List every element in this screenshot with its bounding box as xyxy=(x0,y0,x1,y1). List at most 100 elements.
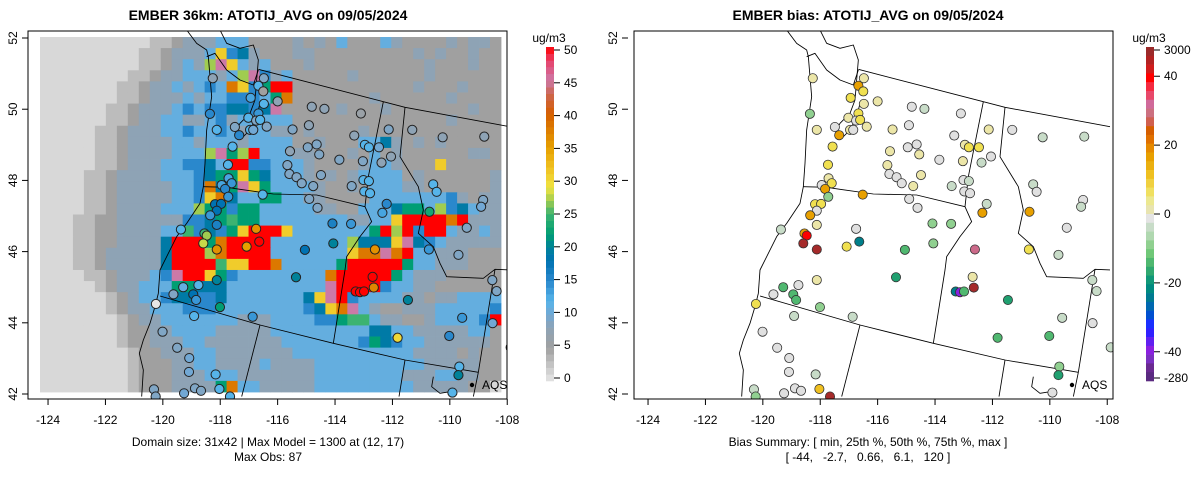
grid-cell xyxy=(435,70,447,82)
colorbar-bin xyxy=(546,67,554,75)
grid-cell xyxy=(171,369,184,382)
grid-cell xyxy=(116,114,129,127)
colorbar-bin xyxy=(1146,301,1154,311)
grid-cell xyxy=(314,314,326,326)
grid-cell xyxy=(490,59,502,71)
station-marker xyxy=(845,92,856,103)
grid-cell xyxy=(61,203,74,215)
grid-cell xyxy=(40,125,52,138)
grid-cell xyxy=(83,114,96,127)
grid-cell xyxy=(215,281,227,293)
grid-cell xyxy=(94,292,107,304)
station-marker xyxy=(377,207,388,218)
grid-cell xyxy=(369,159,381,171)
grid-cell xyxy=(127,81,140,93)
grid-cell xyxy=(83,225,96,238)
grid-cell xyxy=(226,258,238,271)
grid-cell xyxy=(457,236,469,249)
grid-cell xyxy=(215,70,227,82)
grid-cell xyxy=(468,225,480,238)
station-marker xyxy=(858,86,869,97)
grid-cell xyxy=(413,59,425,71)
station-marker xyxy=(407,124,418,135)
grid-cell xyxy=(226,147,238,160)
grid-cell xyxy=(138,269,151,282)
grid-cell xyxy=(160,92,173,104)
x-tick-label: -112 xyxy=(381,413,404,427)
x-tick-label: -112 xyxy=(981,413,1004,427)
grid-cell xyxy=(40,159,52,171)
grid-cell xyxy=(83,314,96,326)
colorbar-tick-label: 20 xyxy=(1164,138,1178,152)
aqs-legend-marker xyxy=(469,382,475,388)
grid-cell xyxy=(237,59,249,71)
grid-cell xyxy=(479,136,491,149)
grid-cell xyxy=(105,70,118,82)
colorbar-bin xyxy=(1146,170,1154,180)
grid-cell xyxy=(237,358,249,371)
grid-cell xyxy=(303,48,315,60)
grid-cell xyxy=(160,236,173,249)
grid-cell xyxy=(83,325,96,337)
grid-cell xyxy=(435,369,447,382)
grid-cell xyxy=(435,314,447,326)
grid-cell xyxy=(226,70,238,82)
grid-cell xyxy=(94,303,107,315)
grid-cell xyxy=(138,303,151,315)
grid-cell xyxy=(281,48,293,60)
station-marker xyxy=(779,388,790,399)
grid-cell xyxy=(380,325,392,337)
station-marker xyxy=(364,188,376,199)
grid-cell xyxy=(160,192,173,204)
grid-cell xyxy=(105,214,118,226)
grid-cell xyxy=(215,214,227,226)
station-marker xyxy=(210,369,221,380)
grid-cell xyxy=(40,292,52,304)
grid-cell xyxy=(358,203,370,215)
grid-cell xyxy=(182,114,195,127)
x-tick-label: -124 xyxy=(636,413,660,427)
grid-cell xyxy=(237,92,249,104)
colorbar-bin xyxy=(1146,293,1154,303)
grid-cell xyxy=(413,292,425,304)
grid-cell xyxy=(303,336,315,349)
station-marker xyxy=(791,295,802,306)
grid-cell xyxy=(314,247,326,260)
grid-cell xyxy=(413,336,425,349)
grid-cell xyxy=(303,269,315,282)
grid-cell xyxy=(94,336,107,349)
grid-cell xyxy=(457,225,469,238)
grid-cell xyxy=(446,369,458,382)
station-marker xyxy=(311,139,322,150)
grid-cell xyxy=(40,37,52,49)
grid-cell xyxy=(259,380,271,393)
aqs-legend-marker xyxy=(1069,382,1075,388)
station-marker xyxy=(957,156,968,167)
grid-cell xyxy=(171,37,184,49)
grid-cell xyxy=(50,269,63,282)
grid-cell xyxy=(138,347,151,360)
grid-cell xyxy=(369,214,381,226)
grid-cell xyxy=(402,48,414,60)
grid-cell xyxy=(336,325,348,337)
grid-cell xyxy=(40,59,52,71)
grid-cell xyxy=(413,303,425,315)
colorbar-bin xyxy=(546,187,554,195)
colorbar-bin xyxy=(546,340,554,348)
grid-cell xyxy=(490,203,502,215)
station-marker xyxy=(857,189,868,200)
grid-cell xyxy=(160,380,173,393)
grid-cell xyxy=(94,203,107,215)
grid-cell xyxy=(336,192,348,204)
x-tick-label: -116 xyxy=(266,413,289,427)
grid-cell xyxy=(116,236,129,249)
grid-cell xyxy=(94,380,107,393)
grid-cell xyxy=(292,236,304,249)
grid-cell xyxy=(402,225,414,238)
grid-cell xyxy=(138,380,151,393)
grid-cell xyxy=(380,347,392,360)
grid-cell xyxy=(402,159,414,171)
station-marker xyxy=(178,282,189,293)
grid-cell xyxy=(369,314,381,326)
grid-cell xyxy=(479,81,491,93)
